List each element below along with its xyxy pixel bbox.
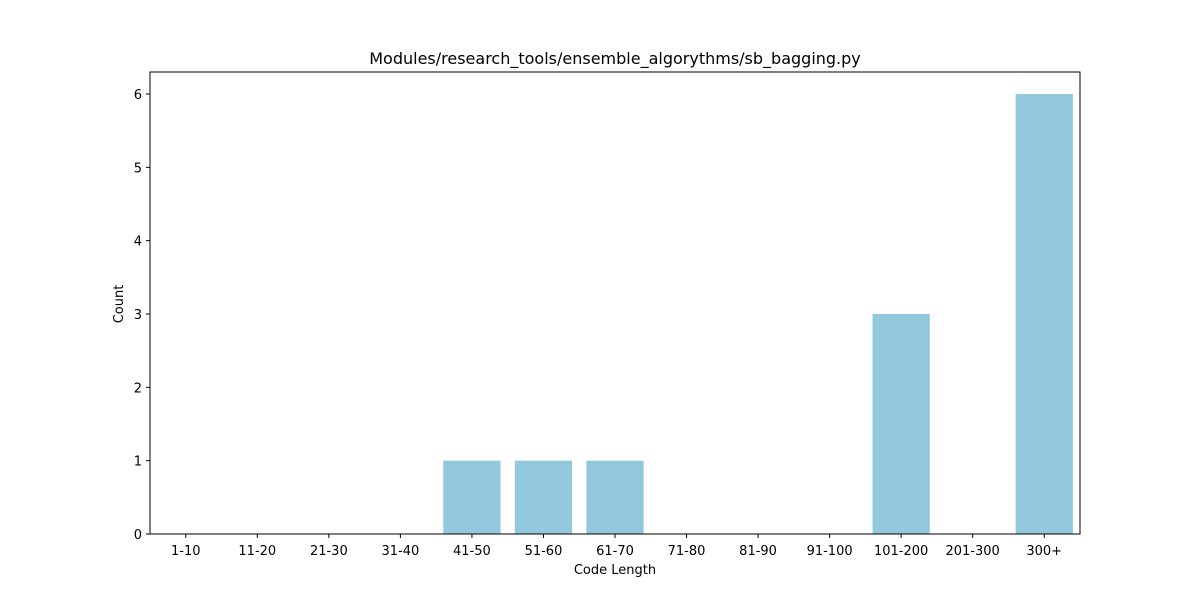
y-tick-label: 5 — [134, 161, 142, 176]
bar-101-200 — [873, 314, 930, 534]
y-tick-label: 4 — [134, 235, 142, 250]
x-tick-label: 51-60 — [525, 544, 563, 559]
chart-title: Modules/research_tools/ensemble_algoryth… — [369, 49, 861, 69]
bar-61-70 — [586, 461, 643, 534]
x-tick-label: 11-20 — [238, 544, 276, 559]
x-tick-label: 71-80 — [668, 544, 706, 559]
y-tick-label: 2 — [134, 381, 142, 396]
bar-51-60 — [515, 461, 572, 534]
x-tick-label: 91-100 — [807, 544, 853, 559]
x-tick-label: 81-90 — [739, 544, 777, 559]
x-axis-ticks: 1-10 11-20 21-30 31-40 41-50 51-60 61-70 71-80 8… — [171, 534, 1062, 559]
y-tick-label: 1 — [134, 455, 142, 470]
bars-group — [443, 94, 1073, 534]
x-tick-label: 1-10 — [171, 544, 201, 559]
x-tick-label: 300+ — [1026, 544, 1062, 559]
x-tick-label: 61-70 — [596, 544, 634, 559]
x-tick-label: 31-40 — [381, 544, 419, 559]
x-tick-label: 41-50 — [453, 544, 491, 559]
y-axis-title: Count — [112, 285, 127, 324]
bar-300+ — [1016, 94, 1073, 534]
x-axis-title: Code Length — [574, 563, 656, 578]
bar-41-50 — [443, 461, 500, 534]
y-tick-label: 6 — [134, 88, 142, 103]
x-tick-label: 101-200 — [874, 544, 928, 559]
x-tick-label: 201-300 — [946, 544, 1000, 559]
y-axis-ticks: 0 1 2 3 4 5 6 — [134, 88, 150, 543]
y-tick-label: 3 — [134, 308, 142, 323]
y-tick-label: 0 — [134, 528, 142, 543]
x-tick-label: 21-30 — [310, 544, 348, 559]
